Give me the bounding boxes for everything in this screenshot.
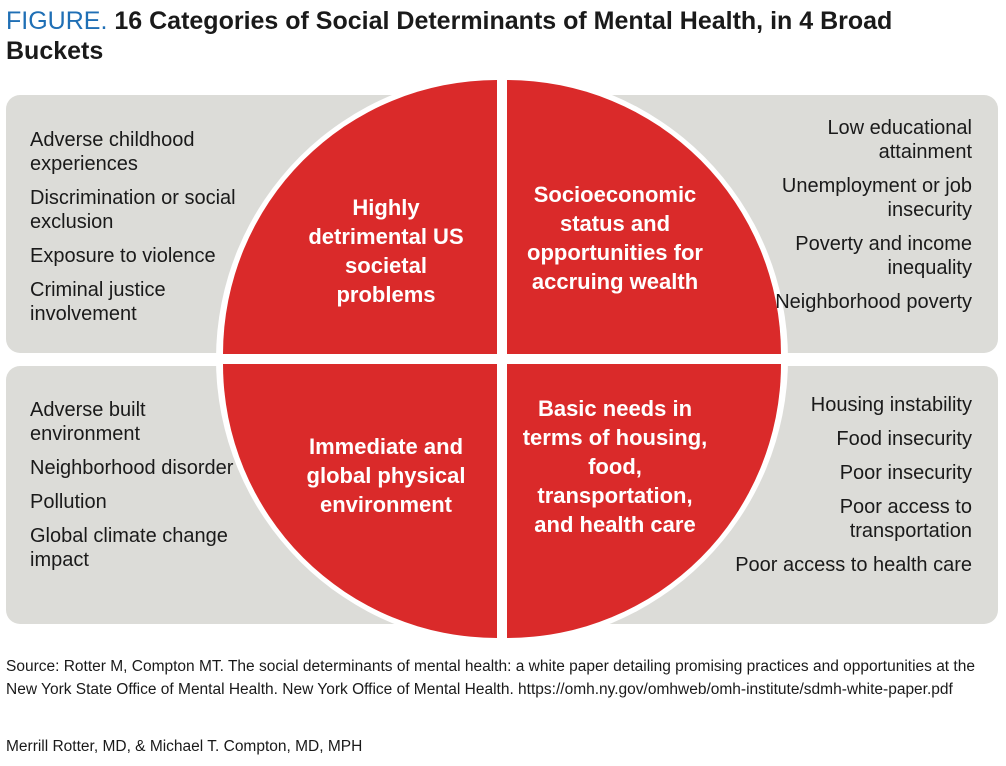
category-list-top-right: Low educational attainment Unemployment …	[732, 116, 972, 324]
figure-label: FIGURE.	[6, 7, 108, 35]
list-item: Poor insecurity	[839, 462, 972, 484]
figure-title: FIGURE. 16 Categories of Social Determin…	[6, 6, 986, 66]
wheel-slice-bottom-right	[507, 364, 781, 638]
list-item: Unemployment or job insecurity	[781, 175, 972, 221]
quadrant-label-bottom-left: Immediate and global physical environmen…	[306, 434, 466, 517]
list-item: Exposure to violence	[30, 245, 216, 267]
category-list-bottom-right: Housing instability Food insecurity Poor…	[732, 393, 972, 587]
list-item: Poor access to health care	[735, 554, 972, 576]
source-citation: Source: Rotter M, Compton MT. The social…	[6, 658, 975, 698]
category-list-top-left: Adverse childhood experiences Discrimina…	[30, 128, 260, 336]
author-credit: Merrill Rotter, MD, & Michael T. Compton…	[6, 738, 363, 755]
list-item: Low educational attainment	[827, 117, 972, 163]
figure-title-text: 16 Categories of Social Determinants of …	[6, 7, 893, 65]
list-item: Poverty and income inequality	[795, 233, 972, 279]
category-list-bottom-left: Adverse built environment Neighborhood d…	[30, 398, 260, 582]
quadrant-label-top-left: Highly detrimental US societal problems	[308, 195, 464, 307]
list-item: Global climate change impact	[30, 525, 228, 571]
list-item: Poor access to transportation	[839, 496, 972, 542]
list-item: Adverse built environment	[30, 399, 146, 445]
list-item: Criminal justice involvement	[30, 279, 166, 325]
list-item: Discrimination or social exclusion	[30, 187, 236, 233]
quadrant-label-bottom-right: Basic needs in terms of housing, food, t…	[522, 396, 708, 537]
list-item: Pollution	[30, 491, 107, 513]
list-item: Adverse childhood experiences	[30, 129, 195, 175]
wheel-slice-top-left	[223, 80, 497, 354]
wheel-outline	[216, 73, 788, 645]
list-item: Housing instability	[810, 394, 972, 416]
list-item: Neighborhood poverty	[775, 291, 972, 313]
wheel-slice-bottom-left	[223, 364, 497, 638]
list-item: Neighborhood disorder	[30, 457, 234, 479]
wheel-slice-top-right	[507, 80, 781, 354]
list-item: Food insecurity	[836, 428, 972, 450]
quadrant-label-top-right: Socioeconomic status and opportunities f…	[527, 182, 703, 294]
